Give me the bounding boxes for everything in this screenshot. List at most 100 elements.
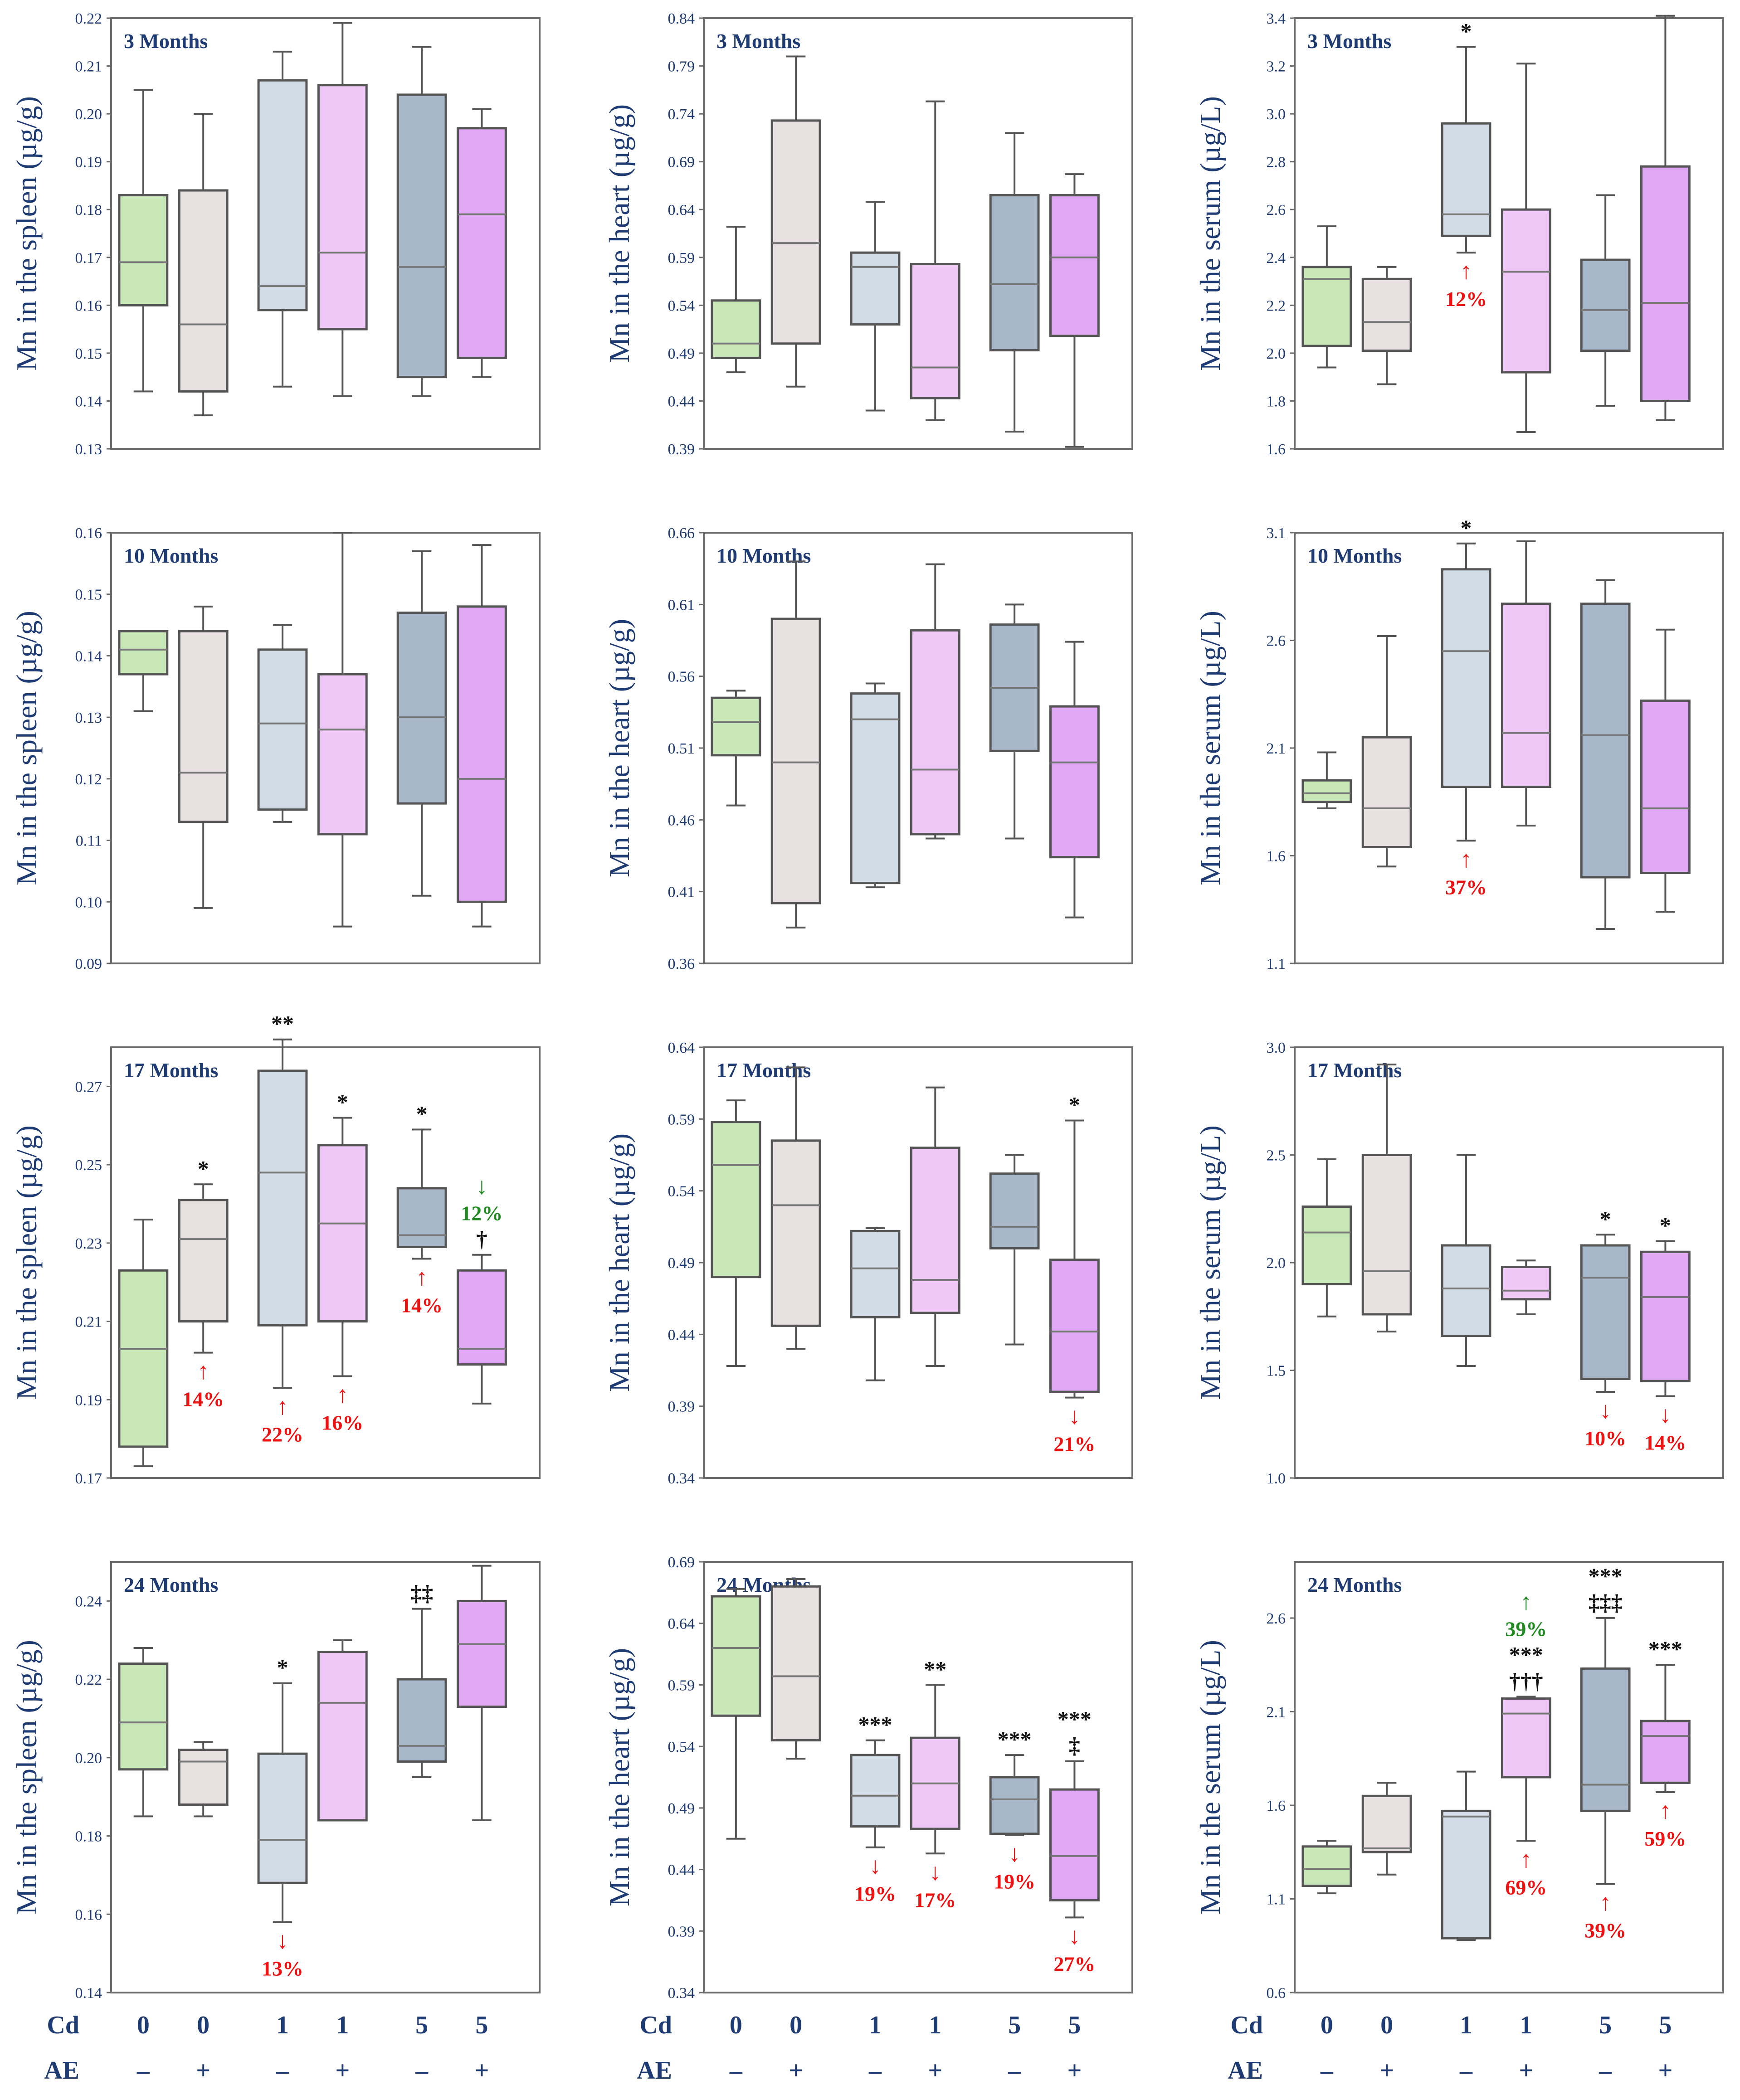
cd-value: 0 — [730, 2011, 742, 2039]
annotation-mark: ↓ — [277, 1928, 288, 1954]
panel-spleen-3m: 3 Months Mn in the spleen (µg/g) 0.13 0.14 0… — [10, 10, 541, 458]
annotation-mark: 39% — [1584, 1919, 1626, 1942]
cd-value: 0 — [1380, 2011, 1393, 2039]
annotation-mark: ‡‡ — [410, 1580, 433, 1606]
box-iqr — [457, 605, 507, 903]
box-6 — [457, 1254, 507, 1405]
box-iqr — [1501, 1266, 1551, 1301]
annotation-mark: *** — [1058, 1706, 1092, 1732]
ae-value: – — [1008, 2056, 1021, 2085]
box-4 — [910, 1086, 960, 1367]
cd-value: 0 — [1321, 2011, 1333, 2039]
y-tick-label: 0.16 — [75, 1906, 102, 1923]
box-iqr — [118, 194, 169, 306]
y-tick-label: 0.19 — [75, 1392, 102, 1409]
y-tick-label: 0.69 — [668, 154, 695, 171]
annotation-mark: 12% — [1445, 287, 1487, 311]
annotation-mark: 13% — [262, 1957, 303, 1980]
box-iqr — [1049, 1788, 1100, 1901]
box-3 — [850, 1227, 901, 1381]
x-axis-categories: Cd AE 0 – 0 +1 – 1 +5 – 5 + — [637, 2011, 1082, 2085]
box-6 — [457, 544, 507, 928]
ae-value: – — [1459, 2056, 1473, 2085]
y-tick-label: 2.0 — [1267, 345, 1286, 362]
box-iqr — [1580, 603, 1631, 879]
y-tick-label: 0.17 — [75, 250, 102, 267]
box-iqr — [910, 629, 960, 836]
y-tick-label: 0.59 — [668, 1111, 695, 1128]
box-4 — [317, 1639, 368, 1822]
box-2 — [178, 113, 229, 417]
y-tick-label: 0.49 — [668, 1255, 695, 1272]
box-2 — [1361, 1782, 1412, 1876]
box-4 — [910, 1684, 960, 1855]
box-3 — [257, 624, 308, 823]
box-iqr — [1580, 1244, 1631, 1380]
annotation-mark: 10% — [1584, 1427, 1626, 1450]
y-tick-label: 0.46 — [668, 812, 695, 829]
y-tick-label: 0.22 — [75, 10, 102, 27]
ae-value: – — [276, 2056, 289, 2085]
ae-value: – — [868, 2056, 882, 2085]
box-iqr — [178, 189, 229, 393]
annotation-mark: ** — [924, 1656, 946, 1682]
annotation-mark: * — [1660, 1213, 1671, 1238]
ae-label: AE — [1228, 2056, 1263, 2085]
box-2 — [1361, 266, 1412, 385]
y-tick-label: 1.6 — [1267, 1798, 1286, 1814]
annotation-mark: ‡ — [1069, 1733, 1080, 1758]
panel-serum-3m: 3 Months Mn in the serum (µg/L) 1.6 1.8 2.0 2… — [1194, 10, 1724, 458]
box-5 — [989, 603, 1040, 840]
annotation-mark: † — [476, 1226, 487, 1252]
y-axis-label: Mn in the serum (µg/L) — [1194, 611, 1226, 885]
box-4 — [317, 532, 368, 928]
box-iqr — [317, 84, 368, 331]
box-1 — [118, 89, 169, 393]
annotation-mark: ↑ — [1520, 1589, 1532, 1615]
box-1 — [118, 1219, 169, 1468]
ae-value: + — [1658, 2056, 1672, 2085]
x-axis-categories: Cd AE 0 – 0 +1 – 1 +5 – 5 + — [44, 2011, 489, 2085]
box-5 — [1580, 194, 1631, 407]
y-tick-label: 0.64 — [668, 1040, 695, 1056]
box-1 — [1301, 1158, 1352, 1317]
box-iqr — [1441, 568, 1491, 788]
annotation-mark: 12% — [461, 1202, 502, 1225]
y-tick-label: 2.4 — [1267, 250, 1286, 267]
y-tick-label: 0.14 — [75, 648, 102, 665]
annotation-mark: ↓ — [869, 1853, 881, 1879]
box-iqr — [178, 1199, 229, 1323]
box-6 — [457, 108, 507, 378]
y-tick-label: 1.8 — [1267, 393, 1286, 410]
box-iqr — [257, 648, 308, 811]
ae-value: + — [335, 2056, 350, 2085]
box-iqr — [910, 1147, 960, 1314]
box-iqr — [396, 611, 447, 805]
y-tick-label: 0.34 — [668, 1985, 695, 2002]
box-iqr — [178, 1749, 229, 1806]
y-tick-label: 0.51 — [668, 740, 695, 757]
annotation-mark: ↑ — [1460, 846, 1472, 872]
box-iqr — [257, 79, 308, 311]
box-iqr — [1361, 1154, 1412, 1316]
y-tick-label: 0.44 — [668, 1327, 695, 1343]
annotation-mark: 39% — [1505, 1617, 1547, 1640]
ae-value: + — [196, 2056, 210, 2085]
annotation-mark: 59% — [1644, 1827, 1686, 1850]
x-axis-categories: Cd AE 0 – 0 +1 – 1 +5 – 5 + — [1228, 2011, 1672, 2085]
cd-value: 5 — [1599, 2011, 1612, 2039]
annotation-mark: ↓ — [1599, 1398, 1611, 1424]
box-iqr — [1640, 1250, 1691, 1382]
cd-value: 1 — [276, 2011, 289, 2039]
cd-label: Cd — [639, 2011, 672, 2039]
ae-label: AE — [637, 2056, 672, 2085]
box-iqr — [1441, 122, 1491, 237]
panel-title: 24 Months — [124, 1573, 218, 1596]
box-2 — [770, 1066, 821, 1350]
ae-value: – — [1599, 2056, 1612, 2085]
panel-title: 10 Months — [124, 544, 218, 567]
box-6 — [1640, 628, 1691, 913]
box-4 — [1501, 1696, 1551, 1842]
cd-value: 1 — [929, 2011, 941, 2039]
